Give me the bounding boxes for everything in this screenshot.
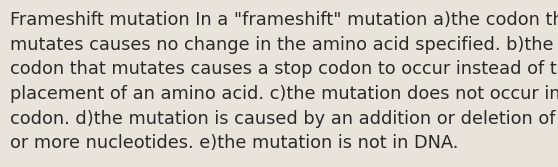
Text: codon. d)the mutation is caused by an addition or deletion of one: codon. d)the mutation is caused by an ad…	[10, 110, 558, 128]
Text: placement of an amino acid. c)the mutation does not occur in a: placement of an amino acid. c)the mutati…	[10, 85, 558, 103]
Text: mutates causes no change in the amino acid specified. b)the: mutates causes no change in the amino ac…	[10, 36, 554, 54]
Text: Frameshift mutation In a "frameshift" mutation a)the codon that: Frameshift mutation In a "frameshift" mu…	[10, 11, 558, 29]
Text: or more nucleotides. e)the mutation is not in DNA.: or more nucleotides. e)the mutation is n…	[10, 134, 459, 152]
Text: codon that mutates causes a stop codon to occur instead of the: codon that mutates causes a stop codon t…	[10, 60, 558, 78]
